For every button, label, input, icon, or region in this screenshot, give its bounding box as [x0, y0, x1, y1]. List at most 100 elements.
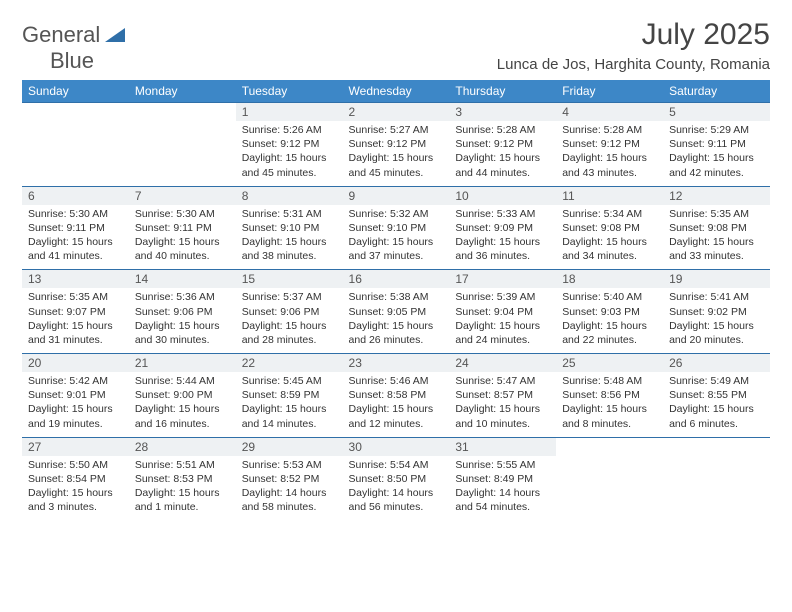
daylight-text: Daylight: 15 hours and 20 minutes. — [669, 320, 754, 346]
day-number-cell: 10 — [449, 186, 556, 205]
day-number-cell: 6 — [22, 186, 129, 205]
sunrise-text: Sunrise: 5:44 AM — [135, 375, 215, 387]
day-number-cell: 14 — [129, 270, 236, 289]
daylight-text: Daylight: 14 hours and 54 minutes. — [455, 487, 540, 513]
daylight-text: Daylight: 15 hours and 19 minutes. — [28, 403, 113, 429]
day-content-cell: Sunrise: 5:48 AMSunset: 8:56 PMDaylight:… — [556, 372, 663, 437]
day-number-cell: 11 — [556, 186, 663, 205]
day-number-cell: 20 — [22, 354, 129, 373]
sunset-text: Sunset: 9:11 PM — [28, 222, 105, 234]
calendar-body: 12345Sunrise: 5:26 AMSunset: 9:12 PMDayl… — [22, 103, 770, 521]
day-content-cell: Sunrise: 5:46 AMSunset: 8:58 PMDaylight:… — [343, 372, 450, 437]
day-number-row: 20212223242526 — [22, 354, 770, 373]
sunset-text: Sunset: 9:06 PM — [242, 306, 320, 318]
day-content-cell: Sunrise: 5:42 AMSunset: 9:01 PMDaylight:… — [22, 372, 129, 437]
header: General Blue July 2025 Lunca de Jos, Har… — [22, 18, 770, 74]
day-content-cell — [663, 456, 770, 521]
weekday-header-row: Sunday Monday Tuesday Wednesday Thursday… — [22, 80, 770, 103]
sunset-text: Sunset: 9:10 PM — [242, 222, 320, 234]
day-number-row: 13141516171819 — [22, 270, 770, 289]
sunset-text: Sunset: 9:11 PM — [135, 222, 212, 234]
sunset-text: Sunset: 8:55 PM — [669, 389, 747, 401]
daylight-text: Daylight: 15 hours and 1 minute. — [135, 487, 220, 513]
sunset-text: Sunset: 8:58 PM — [349, 389, 427, 401]
day-content-cell: Sunrise: 5:30 AMSunset: 9:11 PMDaylight:… — [129, 205, 236, 270]
sunrise-text: Sunrise: 5:28 AM — [455, 124, 535, 136]
day-number-cell — [129, 103, 236, 122]
day-number-cell: 12 — [663, 186, 770, 205]
daylight-text: Daylight: 15 hours and 42 minutes. — [669, 152, 754, 178]
day-content-cell: Sunrise: 5:44 AMSunset: 9:00 PMDaylight:… — [129, 372, 236, 437]
location-text: Lunca de Jos, Harghita County, Romania — [497, 56, 770, 73]
day-content-cell: Sunrise: 5:33 AMSunset: 9:09 PMDaylight:… — [449, 205, 556, 270]
calendar-table: Sunday Monday Tuesday Wednesday Thursday… — [22, 80, 770, 520]
daylight-text: Daylight: 15 hours and 6 minutes. — [669, 403, 754, 429]
day-content-cell: Sunrise: 5:49 AMSunset: 8:55 PMDaylight:… — [663, 372, 770, 437]
day-content-cell: Sunrise: 5:39 AMSunset: 9:04 PMDaylight:… — [449, 288, 556, 353]
sunrise-text: Sunrise: 5:35 AM — [669, 208, 749, 220]
sunset-text: Sunset: 9:06 PM — [135, 306, 213, 318]
sunset-text: Sunset: 9:09 PM — [455, 222, 533, 234]
sunset-text: Sunset: 8:59 PM — [242, 389, 320, 401]
sunrise-text: Sunrise: 5:37 AM — [242, 291, 322, 303]
sunset-text: Sunset: 9:11 PM — [669, 138, 746, 150]
daylight-text: Daylight: 15 hours and 33 minutes. — [669, 236, 754, 262]
day-content-cell: Sunrise: 5:45 AMSunset: 8:59 PMDaylight:… — [236, 372, 343, 437]
day-number-cell: 18 — [556, 270, 663, 289]
sunset-text: Sunset: 8:56 PM — [562, 389, 640, 401]
sunrise-text: Sunrise: 5:40 AM — [562, 291, 642, 303]
day-number-cell: 30 — [343, 437, 450, 456]
daylight-text: Daylight: 15 hours and 10 minutes. — [455, 403, 540, 429]
day-content-cell — [129, 121, 236, 186]
day-number-cell: 5 — [663, 103, 770, 122]
daylight-text: Daylight: 15 hours and 45 minutes. — [242, 152, 327, 178]
weekday-header: Friday — [556, 80, 663, 103]
weekday-header: Sunday — [22, 80, 129, 103]
day-content-cell: Sunrise: 5:35 AMSunset: 9:07 PMDaylight:… — [22, 288, 129, 353]
sunrise-text: Sunrise: 5:38 AM — [349, 291, 429, 303]
day-number-cell: 24 — [449, 354, 556, 373]
month-title: July 2025 — [497, 18, 770, 52]
sunset-text: Sunset: 8:50 PM — [349, 473, 427, 485]
daylight-text: Daylight: 15 hours and 41 minutes. — [28, 236, 113, 262]
day-content-cell: Sunrise: 5:34 AMSunset: 9:08 PMDaylight:… — [556, 205, 663, 270]
daylight-text: Daylight: 15 hours and 12 minutes. — [349, 403, 434, 429]
sunrise-text: Sunrise: 5:33 AM — [455, 208, 535, 220]
day-content-cell — [556, 456, 663, 521]
sunset-text: Sunset: 8:52 PM — [242, 473, 320, 485]
sunrise-text: Sunrise: 5:28 AM — [562, 124, 642, 136]
sunrise-text: Sunrise: 5:35 AM — [28, 291, 108, 303]
day-content-cell: Sunrise: 5:35 AMSunset: 9:08 PMDaylight:… — [663, 205, 770, 270]
sunset-text: Sunset: 9:12 PM — [562, 138, 640, 150]
weekday-header: Tuesday — [236, 80, 343, 103]
sunrise-text: Sunrise: 5:32 AM — [349, 208, 429, 220]
day-content-cell: Sunrise: 5:47 AMSunset: 8:57 PMDaylight:… — [449, 372, 556, 437]
daylight-text: Daylight: 15 hours and 3 minutes. — [28, 487, 113, 513]
logo-triangle-icon — [105, 26, 125, 47]
day-number-cell: 7 — [129, 186, 236, 205]
logo-text-general: General — [22, 22, 100, 47]
sunrise-text: Sunrise: 5:42 AM — [28, 375, 108, 387]
day-number-cell: 19 — [663, 270, 770, 289]
day-number-cell: 31 — [449, 437, 556, 456]
day-content-cell: Sunrise: 5:30 AMSunset: 9:11 PMDaylight:… — [22, 205, 129, 270]
sunrise-text: Sunrise: 5:51 AM — [135, 459, 215, 471]
sunset-text: Sunset: 9:07 PM — [28, 306, 106, 318]
day-content-cell: Sunrise: 5:40 AMSunset: 9:03 PMDaylight:… — [556, 288, 663, 353]
sunset-text: Sunset: 9:12 PM — [242, 138, 320, 150]
day-number-cell: 1 — [236, 103, 343, 122]
sunset-text: Sunset: 9:02 PM — [669, 306, 747, 318]
day-content-cell — [22, 121, 129, 186]
day-content-row: Sunrise: 5:42 AMSunset: 9:01 PMDaylight:… — [22, 372, 770, 437]
weekday-header: Monday — [129, 80, 236, 103]
logo: General Blue — [22, 18, 125, 74]
daylight-text: Daylight: 15 hours and 40 minutes. — [135, 236, 220, 262]
sunrise-text: Sunrise: 5:55 AM — [455, 459, 535, 471]
day-number-cell: 21 — [129, 354, 236, 373]
sunset-text: Sunset: 8:54 PM — [28, 473, 106, 485]
day-content-cell: Sunrise: 5:38 AMSunset: 9:05 PMDaylight:… — [343, 288, 450, 353]
day-number-row: 2728293031 — [22, 437, 770, 456]
sunrise-text: Sunrise: 5:27 AM — [349, 124, 429, 136]
day-content-cell: Sunrise: 5:50 AMSunset: 8:54 PMDaylight:… — [22, 456, 129, 521]
sunset-text: Sunset: 9:00 PM — [135, 389, 213, 401]
